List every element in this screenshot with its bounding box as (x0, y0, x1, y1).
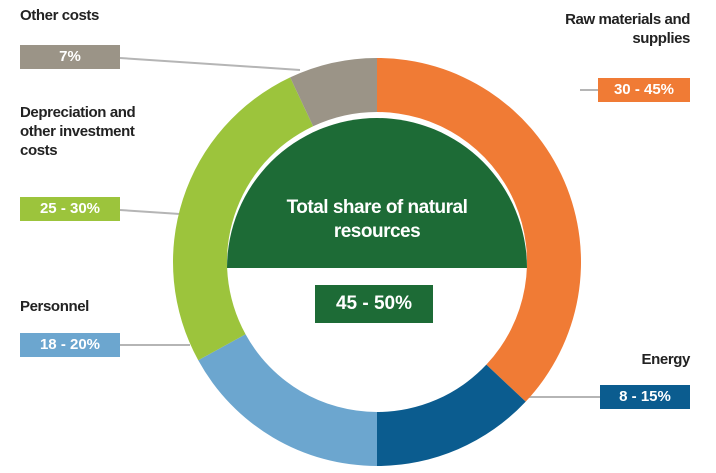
value-label: 18 - 20% (20, 333, 120, 357)
donut-segment (198, 334, 377, 466)
category-label: Depreciation and other investment costs (20, 104, 136, 159)
category-label: Other costs (20, 7, 99, 24)
center-title: Total share of natural resources (286, 197, 468, 242)
category-label: Personnel (20, 298, 89, 315)
donut-segment (377, 364, 526, 466)
value-label: 30 - 45% (598, 78, 690, 102)
leader-lines (119, 57, 600, 398)
center-value: 45 - 50% (315, 285, 433, 323)
value-label: 8 - 15% (600, 385, 690, 409)
center-area (227, 118, 527, 268)
category-label: Raw materials and supplies (565, 11, 690, 47)
donut-segment (290, 58, 377, 127)
value-label: 7% (20, 45, 120, 69)
donut-segment (377, 58, 582, 402)
donut-segment (172, 77, 314, 361)
value-label: 25 - 30% (20, 197, 120, 221)
category-label: Energy (641, 351, 691, 368)
